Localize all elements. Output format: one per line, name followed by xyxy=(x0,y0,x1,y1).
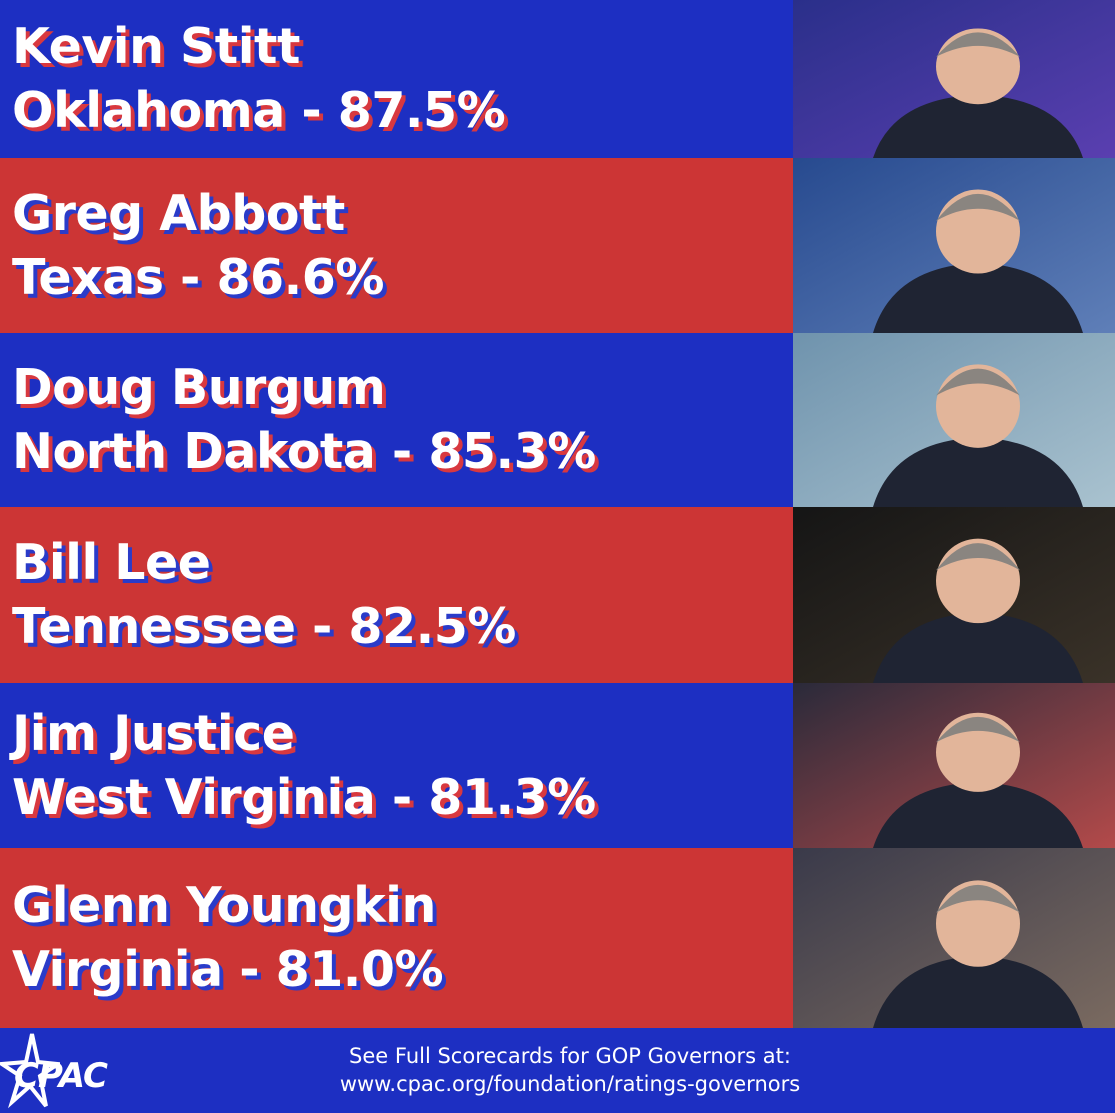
governor-row: Bill Lee Tennessee - 82.5% xyxy=(0,507,1115,683)
governor-line: Oklahoma - 87.5% xyxy=(12,82,506,139)
photo xyxy=(793,158,1115,333)
governor-row: Doug Burgum North Dakota - 85.3% xyxy=(0,333,1115,507)
governor-text: Glenn Youngkin Virginia - 81.0% xyxy=(12,874,444,1002)
governor-row: Kevin Stitt Oklahoma - 87.5% xyxy=(0,0,1115,158)
logo: CPAC xyxy=(14,1056,108,1096)
governor-line: West Virginia - 81.3% xyxy=(12,768,596,826)
governor-text: Doug Burgum North Dakota - 85.3% xyxy=(12,356,596,484)
governor-text: Bill Lee Tennessee - 82.5% xyxy=(12,531,516,659)
governor-name: Jim Justice xyxy=(12,704,295,762)
governor-line: North Dakota - 85.3% xyxy=(12,423,596,480)
governor-row: Glenn Youngkin Virginia - 81.0% xyxy=(0,848,1115,1028)
governor-name: Glenn Youngkin xyxy=(12,877,436,934)
footer: CPAC See Full Scorecards for GOP Governo… xyxy=(0,1028,1115,1113)
logo-star xyxy=(0,1033,60,1109)
photo xyxy=(793,333,1115,507)
governor-name: Kevin Stitt xyxy=(12,18,300,75)
footer-text: See Full Scorecards for GOP Governors at… xyxy=(270,1042,870,1098)
governor-row: Jim Justice West Virginia - 81.3% xyxy=(0,683,1115,848)
governor-row: Greg Abbott Texas - 86.6% xyxy=(0,158,1115,333)
governor-text: Kevin Stitt Oklahoma - 87.5% xyxy=(12,15,506,143)
governor-name: Greg Abbott xyxy=(12,184,345,242)
governor-name: Doug Burgum xyxy=(12,359,386,416)
photo xyxy=(793,683,1115,848)
photo xyxy=(793,848,1115,1028)
photo xyxy=(793,507,1115,683)
governor-name: Bill Lee xyxy=(12,534,211,591)
governor-text: Greg Abbott Texas - 86.6% xyxy=(12,182,384,310)
footer-line: See Full Scorecards for GOP Governors at… xyxy=(349,1044,791,1068)
footer-line: www.cpac.org/foundation/ratings-governor… xyxy=(339,1072,801,1096)
governor-line: Tennessee - 82.5% xyxy=(12,598,516,655)
governor-text: Jim Justice West Virginia - 81.3% xyxy=(12,702,596,830)
governor-line: Virginia - 81.0% xyxy=(12,941,444,998)
photo xyxy=(793,0,1115,158)
governor-line: Texas - 86.6% xyxy=(12,248,384,306)
